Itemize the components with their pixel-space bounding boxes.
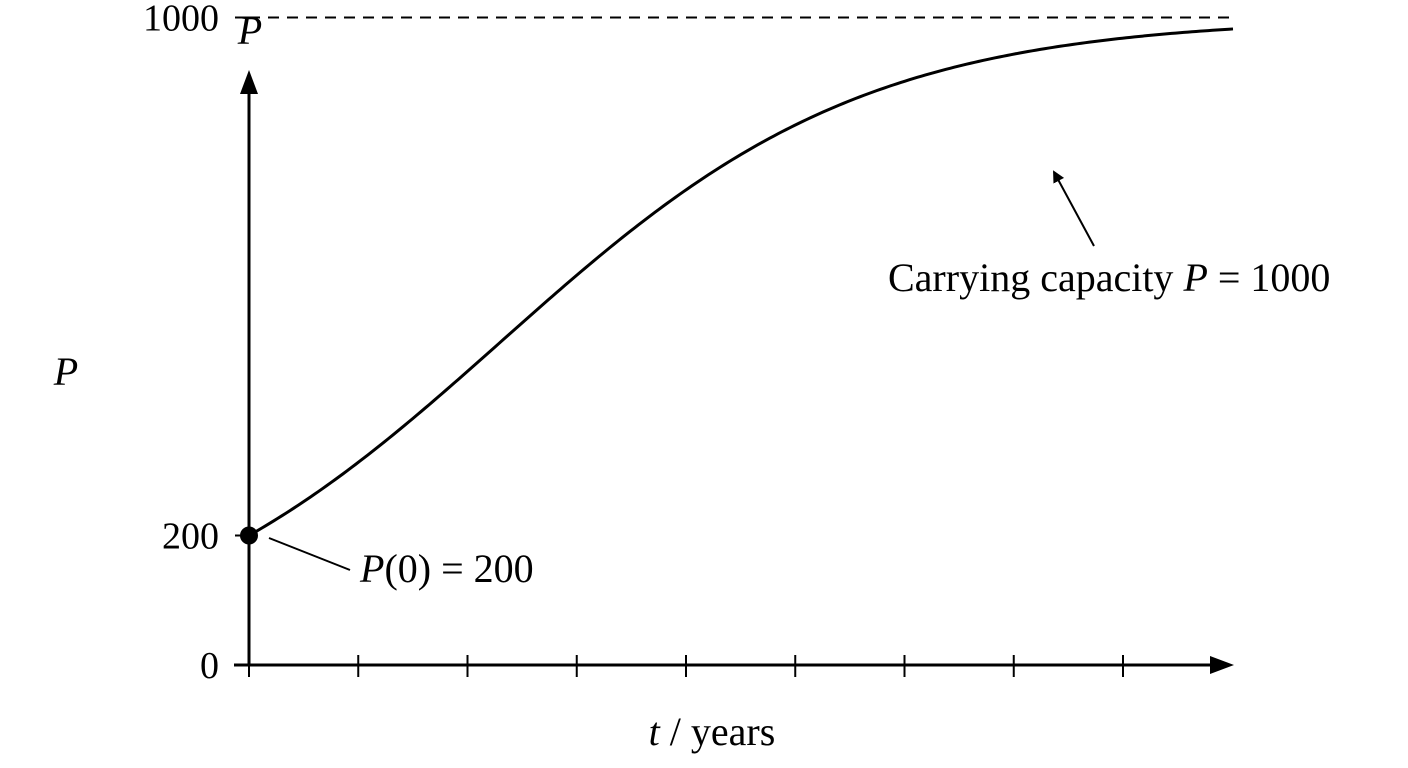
- capacity-annotation-pointer: [1053, 170, 1095, 247]
- logistic-curve-series: [248, 27, 1234, 537]
- y-tick-label: 200: [162, 516, 219, 558]
- initial-value-annotation: P(0) = 200: [359, 546, 534, 591]
- y-axis-top-label: P: [237, 8, 262, 53]
- y-axis-side-label: P: [53, 349, 78, 394]
- carrying-capacity-annotation: Carrying capacity P = 1000: [888, 255, 1330, 300]
- x-ticks: [248, 655, 1124, 677]
- x-axis-arrow-icon: [1210, 656, 1234, 674]
- initial-annotation-pointer: [268, 537, 351, 571]
- y-tick-label: 1000: [143, 0, 219, 40]
- y-axis-arrow-icon: [240, 70, 258, 94]
- x-axis-label: t / years: [649, 709, 776, 754]
- y-ticks: 0 200 1000: [143, 0, 249, 687]
- initial-point-marker: [240, 526, 258, 545]
- y-tick-label: 0: [200, 645, 219, 687]
